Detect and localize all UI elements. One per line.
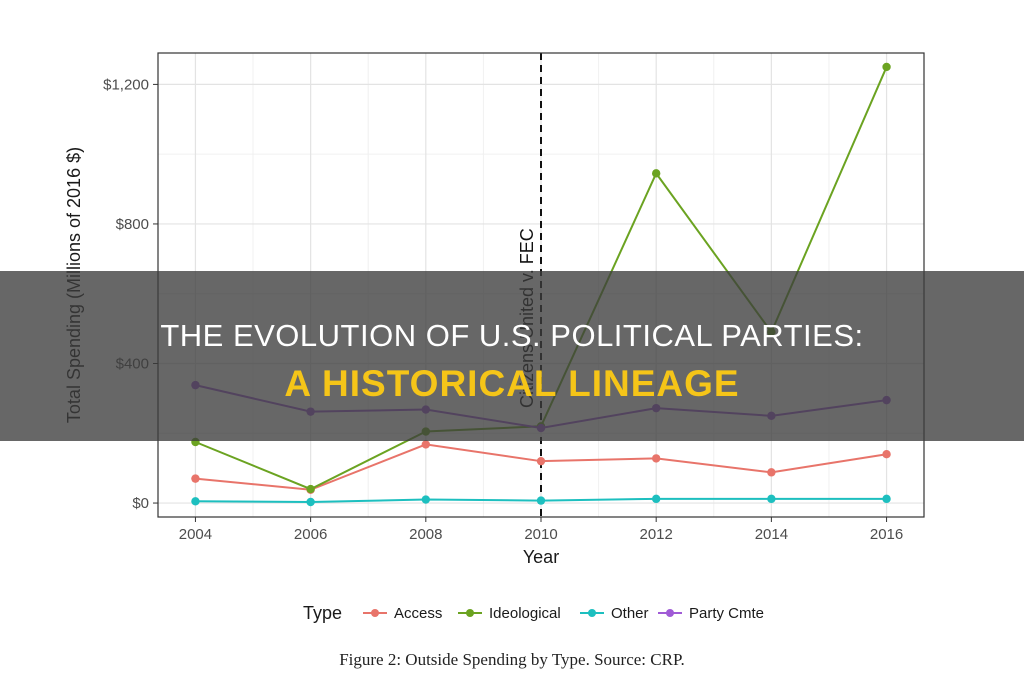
y-tick-label: $800 [116,216,149,233]
data-point-other [536,496,546,505]
y-tick-label: $0 [132,495,149,512]
data-point-access [536,456,546,466]
banner-title-line2: A HISTORICAL LINEAGE [284,363,740,404]
data-point-other [882,494,891,504]
x-tick-label: 2004 [179,526,212,543]
data-point-access [421,440,431,449]
data-point-access [767,468,776,477]
y-tick-label: $1,200 [103,76,149,93]
data-point-other [306,497,315,507]
x-tick-label: 2008 [409,526,442,543]
data-point-ideological [651,169,661,178]
legend-label-access: Access [394,605,442,622]
data-point-access [191,474,200,483]
legend-key-point-party-cmte [666,609,674,617]
x-axis-title: Year [523,547,559,567]
legend-title: Type [303,603,342,623]
legend-key-point-access [371,609,379,617]
figure-caption: Figure 2: Outside Spending by Type. Sour… [339,650,685,669]
x-tick-label: 2006 [294,526,327,543]
data-point-ideological [882,62,891,72]
x-tick-label: 2014 [755,526,788,543]
data-point-access [882,450,891,459]
data-point-other [651,494,661,504]
legend: Type Access Ideological Other Party Cmte [303,603,764,623]
x-tick-label: 2010 [524,526,557,543]
title-banner [0,271,1024,441]
legend-label-party-cmte: Party Cmte [689,605,764,622]
legend-key-point-other [588,609,596,617]
legend-label-other: Other [611,605,649,622]
x-tick-label: 2016 [870,526,903,543]
data-point-access [651,454,661,463]
legend-key-point-ideological [466,609,474,617]
banner-title-line1: THE EVOLUTION OF U.S. POLITICAL PARTIES: [160,318,864,353]
data-point-ideological [306,484,315,494]
data-point-other [421,495,431,504]
data-point-other [191,497,200,506]
legend-label-ideological: Ideological [489,605,561,622]
data-point-other [767,494,776,504]
x-tick-label: 2012 [640,526,673,543]
